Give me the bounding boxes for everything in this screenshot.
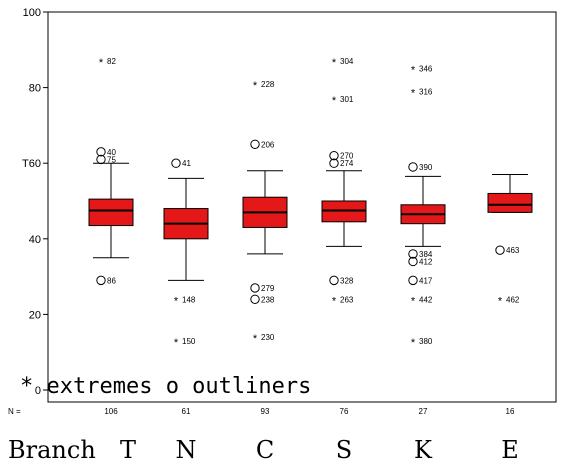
n-value: 61 — [182, 407, 191, 416]
outlier-label: 228 — [261, 80, 275, 89]
extreme-marker: * — [498, 295, 503, 307]
extreme-marker: * — [99, 57, 104, 69]
outlier-label: 40 — [107, 148, 116, 157]
extreme-marker: * — [411, 295, 416, 307]
outlier-label: 328 — [340, 276, 354, 285]
n-value: 27 — [419, 407, 428, 416]
category-label: S — [336, 436, 352, 464]
outlier-marker — [250, 294, 260, 304]
n-prefix-label: N = — [8, 407, 21, 416]
outlier-label: 462 — [506, 295, 520, 304]
extreme-marker: * — [174, 337, 179, 349]
n-value: 16 — [506, 407, 515, 416]
outlier-marker — [171, 158, 181, 168]
outlier-marker — [96, 154, 106, 165]
outlier-label: 384 — [419, 250, 433, 259]
outlier-label: 463 — [506, 246, 520, 255]
extreme-marker: * — [411, 337, 416, 349]
category-label: C — [256, 436, 274, 464]
outlier-marker — [250, 283, 260, 293]
category-label: E — [501, 436, 519, 464]
outlier-marker — [329, 275, 339, 286]
outlier-label: 346 — [419, 65, 433, 74]
extreme-marker: * — [174, 295, 179, 307]
x-axis-title: Branch — [8, 436, 96, 464]
outlier-label: 412 — [419, 257, 433, 266]
outlier-label: 270 — [340, 152, 354, 161]
y-tick-label: 80 — [29, 83, 41, 95]
extreme-marker: * — [253, 80, 258, 92]
n-value: 76 — [340, 407, 349, 416]
outlier-label: 304 — [340, 57, 354, 66]
outlier-marker — [408, 249, 418, 259]
y-tick-label: 40 — [29, 234, 41, 246]
category-label: N — [176, 436, 197, 464]
plot-frame — [47, 11, 557, 403]
outlier-label: 150 — [182, 337, 196, 346]
n-value: 106 — [104, 407, 118, 416]
outlier-marker — [329, 150, 339, 161]
outlier-label: 301 — [340, 95, 354, 104]
outlier-label: 417 — [419, 276, 433, 285]
outlier-label: 380 — [419, 337, 433, 346]
outlier-marker — [408, 275, 418, 286]
extreme-marker: * — [332, 95, 337, 107]
outlier-label: 238 — [261, 295, 275, 304]
footnote-text: * extremes o outliners — [20, 374, 311, 399]
extreme-marker: * — [411, 87, 416, 99]
box-group-N: 41* 148* 150 — [163, 158, 209, 349]
y-tick-label: 20 — [29, 309, 41, 321]
outlier-marker — [250, 139, 260, 150]
outlier-marker — [408, 162, 418, 172]
extreme-marker: * — [253, 333, 258, 345]
outlier-label: 82 — [107, 57, 116, 66]
outlier-marker — [96, 147, 106, 157]
outlier-label: 279 — [261, 284, 275, 293]
outlier-label: 75 — [107, 155, 116, 164]
outlier-label: 274 — [340, 159, 354, 168]
iqr-box — [88, 198, 134, 227]
n-value: 93 — [261, 407, 270, 416]
sample-size-row: 106 61 93 76 27 16 — [104, 407, 515, 416]
extreme-marker: * — [332, 57, 337, 69]
iqr-box — [487, 192, 533, 213]
outlier-label: 206 — [261, 140, 275, 149]
category-label: T — [120, 436, 136, 464]
outlier-marker — [96, 275, 106, 286]
category-label: K — [414, 436, 433, 464]
outlier-label: 390 — [419, 163, 433, 172]
outlier-label: 230 — [261, 333, 275, 342]
outlier-label: 41 — [182, 159, 191, 168]
outlier-label: 316 — [419, 87, 433, 96]
outlier-label: 263 — [340, 295, 354, 304]
outlier-marker — [408, 256, 418, 267]
y-tick-label: 100 — [23, 7, 41, 19]
y-axis: 0 20 40 T60 80 100 — [22, 7, 48, 397]
plot-border — [47, 11, 557, 403]
extreme-marker: * — [411, 65, 416, 77]
outlier-marker — [329, 158, 339, 168]
extreme-marker: * — [332, 295, 337, 307]
outlier-label: 86 — [107, 276, 116, 285]
outlier-label: 442 — [419, 295, 433, 304]
outlier-marker — [495, 245, 505, 255]
box-group-E: 463 * 462 — [487, 174, 533, 307]
outlier-label: 148 — [182, 295, 196, 304]
y-tick-label: T60 — [22, 158, 41, 170]
y-tick-label: 0 — [35, 385, 41, 397]
